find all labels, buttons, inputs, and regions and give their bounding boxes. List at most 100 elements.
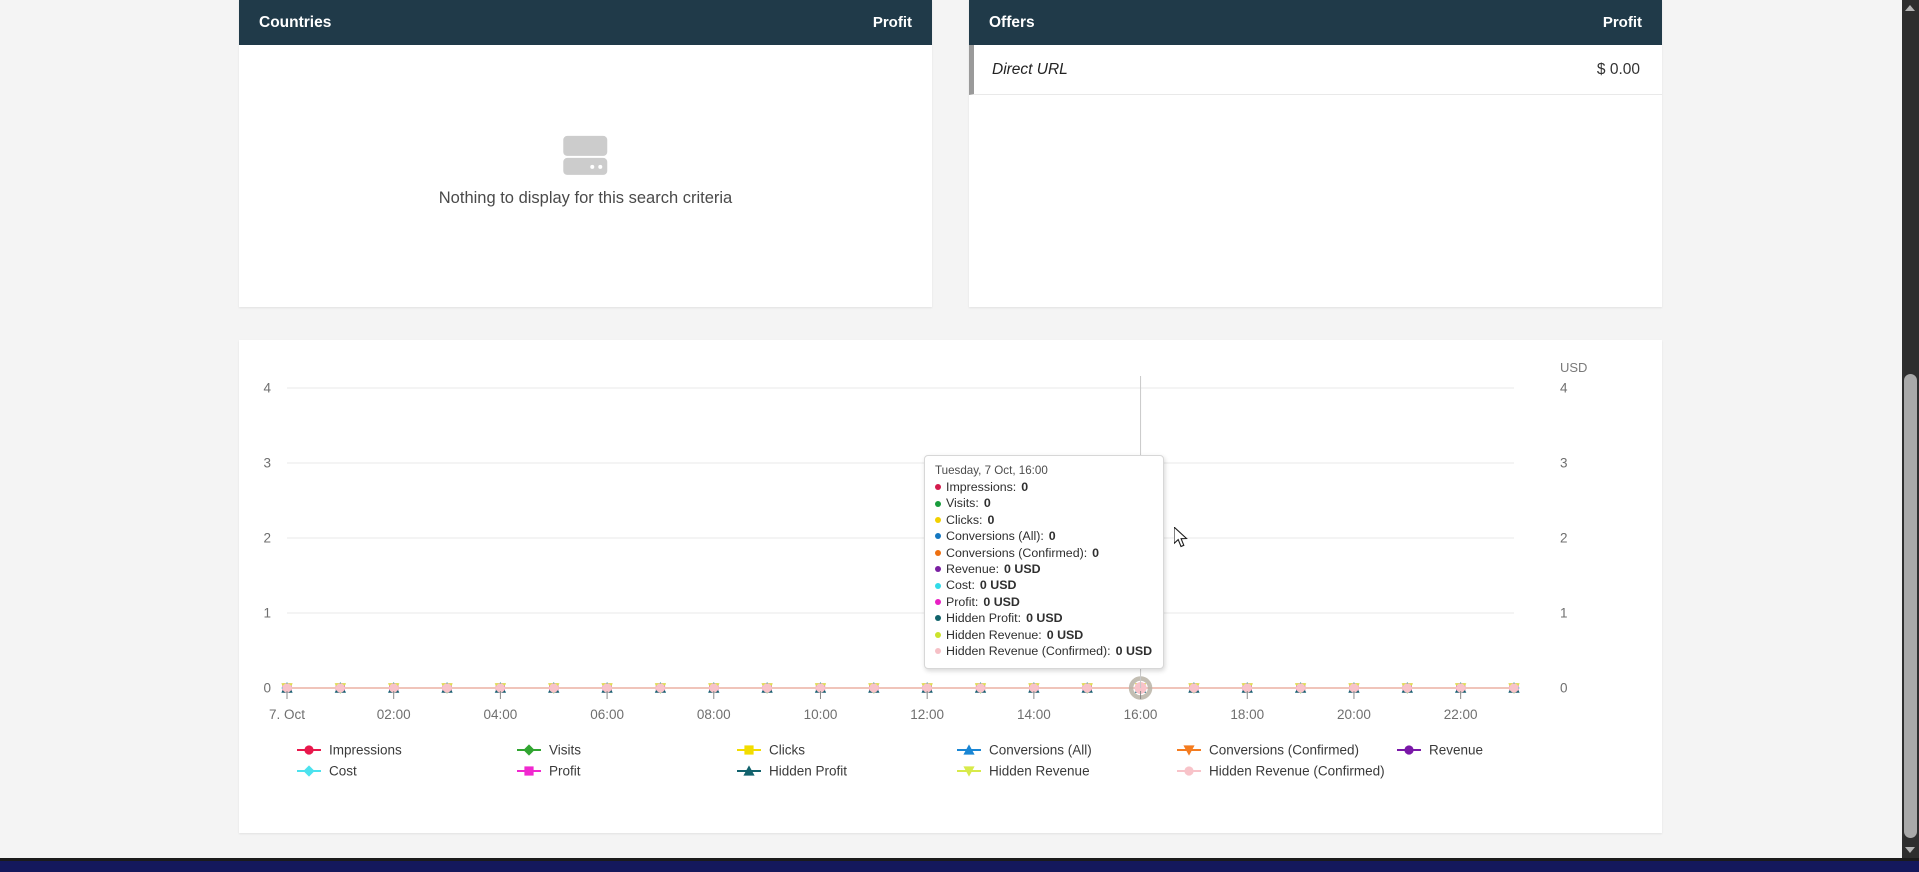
data-point-marker[interactable]	[602, 683, 612, 693]
tooltip-row-value: 0	[1092, 545, 1100, 560]
data-point-marker[interactable]	[1456, 683, 1466, 693]
legend-item-profit[interactable]: Profit	[517, 764, 581, 779]
series-color-dot	[935, 648, 941, 655]
countries-empty-state: Nothing to display for this search crite…	[439, 132, 732, 208]
series-color-dot	[935, 500, 941, 507]
tooltip-row: Visits: 0	[935, 495, 1153, 511]
data-point-marker[interactable]	[389, 683, 399, 693]
data-point-marker[interactable]	[1349, 683, 1359, 693]
data-point-marker[interactable]	[1509, 683, 1519, 693]
offers-panel-title: Offers	[989, 13, 1035, 31]
legend-item-impressions[interactable]: Impressions	[297, 743, 402, 758]
data-point-marker[interactable]	[523, 744, 535, 756]
y-axis-tick-label: 3	[263, 456, 271, 471]
data-point-marker[interactable]	[1402, 683, 1412, 693]
legend-item-conversions-confirmed[interactable]: Conversions (Confirmed)	[1177, 743, 1359, 758]
chart-axis-labels: 0 1 2 3 4 0 1 2 3 4 USD 7. Oct 02:00 04:00 06:00 08:00 1…	[263, 360, 1587, 722]
tooltip-row-label: Profit:	[946, 594, 979, 609]
data-point-marker[interactable]	[975, 683, 986, 693]
tooltip-date: Tuesday, 7 Oct, 16:00	[935, 464, 1048, 477]
x-axis-tick-label: 06:00	[590, 707, 624, 722]
data-point-marker[interactable]	[709, 683, 719, 693]
countries-panel-title: Countries	[259, 13, 332, 31]
data-point-marker[interactable]	[1296, 683, 1306, 693]
tooltip-row-value: 0	[987, 512, 995, 527]
legend-label: Impressions	[329, 743, 402, 758]
table-row[interactable]: Direct URL $ 0.00	[969, 45, 1662, 95]
tooltip-row: Impressions: 0	[935, 479, 1153, 495]
legend-item-revenue[interactable]: Revenue	[1397, 743, 1483, 758]
data-point-marker[interactable]	[744, 745, 754, 755]
scroll-up-arrow-icon[interactable]	[1905, 5, 1915, 11]
data-point-marker[interactable]	[963, 766, 975, 777]
data-point-marker[interactable]	[524, 766, 534, 776]
legend-item-hidden-revenue-confirmed[interactable]: Hidden Revenue (Confirmed)	[1177, 764, 1385, 779]
data-point-marker[interactable]	[922, 683, 932, 693]
legend-label: Conversions (All)	[989, 743, 1092, 758]
series-color-dot	[935, 599, 941, 606]
countries-panel-body: Nothing to display for this search crite…	[239, 45, 932, 307]
tooltip-row: Conversions (All): 0	[935, 528, 1153, 544]
tooltip-row-value: 0	[983, 496, 991, 511]
data-point-marker[interactable]	[1189, 683, 1199, 693]
data-point-marker[interactable]	[549, 683, 559, 693]
data-point-marker[interactable]	[442, 683, 452, 693]
tooltip-row-value: 0	[1021, 480, 1029, 494]
data-point-marker[interactable]	[1184, 766, 1194, 776]
legend-item-visits[interactable]: Visits	[517, 743, 581, 758]
tooltip-row-label: Clicks:	[946, 512, 983, 527]
legend-label: Revenue	[1429, 743, 1483, 758]
y-axis-right-tick-label: 3	[1560, 456, 1568, 471]
legend-item-conversions-all[interactable]: Conversions (All)	[957, 743, 1092, 758]
tooltip-row-label: Cost:	[946, 578, 975, 593]
timeseries-chart-svg[interactable]: 0 1 2 3 4 0 1 2 3 4 USD 7. Oct 02:00 04:00 06:00 08:00 1…	[239, 340, 1662, 833]
data-point-marker[interactable]	[303, 765, 315, 777]
chart-tooltip: Tuesday, 7 Oct, 16:00 Impressions: 0 Visi…	[924, 455, 1164, 670]
legend-item-hidden-revenue[interactable]: Hidden Revenue	[957, 764, 1090, 779]
data-point-marker[interactable]	[1242, 683, 1252, 693]
tooltip-row-label: Impressions:	[946, 480, 1017, 494]
tooltip-row-label: Conversions (Confirmed):	[946, 545, 1088, 560]
data-point-marker[interactable]	[1029, 683, 1039, 693]
tooltip-row-value: 0 USD	[1026, 611, 1063, 626]
scroll-down-arrow-icon[interactable]	[1905, 847, 1915, 853]
chart-legend[interactable]: Impressions Visits Clicks Conversions (All)…	[297, 743, 1483, 779]
legend-label: Conversions (Confirmed)	[1209, 743, 1359, 758]
tooltip-row: Hidden Revenue: 0 USD	[935, 627, 1153, 643]
legend-item-cost[interactable]: Cost	[297, 764, 357, 779]
offers-panel-metric: Profit	[1602, 14, 1642, 31]
x-axis-tick-label: 02:00	[377, 707, 411, 722]
x-axis-tick-label: 7. Oct	[269, 707, 305, 722]
tooltip-row: Cost: 0 USD	[935, 577, 1153, 593]
x-axis-tick-label: 08:00	[697, 707, 731, 722]
tooltip-row: Conversions (Confirmed): 0	[935, 545, 1153, 561]
legend-item-clicks[interactable]: Clicks	[737, 743, 805, 758]
data-point-marker[interactable]	[495, 683, 505, 693]
data-point-marker[interactable]	[282, 683, 292, 693]
legend-item-hidden-profit[interactable]: Hidden Profit	[737, 764, 847, 779]
series-color-dot	[935, 533, 941, 540]
data-point-marker[interactable]	[869, 683, 879, 693]
tooltip-row: Hidden Profit: 0 USD	[935, 610, 1153, 626]
data-point-marker[interactable]	[1404, 745, 1414, 755]
vertical-scrollbar[interactable]	[1902, 0, 1919, 858]
data-point-marker[interactable]	[762, 683, 772, 693]
data-point-marker[interactable]	[963, 744, 975, 755]
countries-panel-header: Countries Profit	[239, 0, 932, 45]
data-point-marker[interactable]	[1082, 683, 1092, 693]
scrollbar-thumb[interactable]	[1904, 374, 1917, 838]
series-hidden-revenue-confirmed	[282, 683, 1519, 693]
data-point-marker[interactable]	[743, 765, 755, 776]
timeseries-chart-card: 0 1 2 3 4 0 1 2 3 4 USD 7. Oct 02:00 04:00 06:00 08:00 1…	[239, 340, 1662, 833]
y-axis-right-title: USD	[1560, 360, 1587, 375]
data-point-marker[interactable]	[1183, 745, 1195, 756]
data-point-marker[interactable]	[335, 683, 345, 693]
tooltip-row-value: 0 USD	[979, 578, 1017, 593]
data-point-marker[interactable]	[655, 683, 666, 693]
legend-label: Hidden Profit	[769, 764, 847, 779]
data-point-marker[interactable]	[304, 745, 314, 755]
tooltip-row: Clicks: 0	[935, 512, 1153, 528]
chart-plot-area[interactable]: 0 1 2 3 4 0 1 2 3 4 USD 7. Oct 02:00 04:00 06:00 08:00 1…	[239, 340, 1662, 833]
data-point-marker[interactable]	[815, 683, 826, 693]
tooltip-row-label: Conversions (All):	[946, 529, 1044, 544]
